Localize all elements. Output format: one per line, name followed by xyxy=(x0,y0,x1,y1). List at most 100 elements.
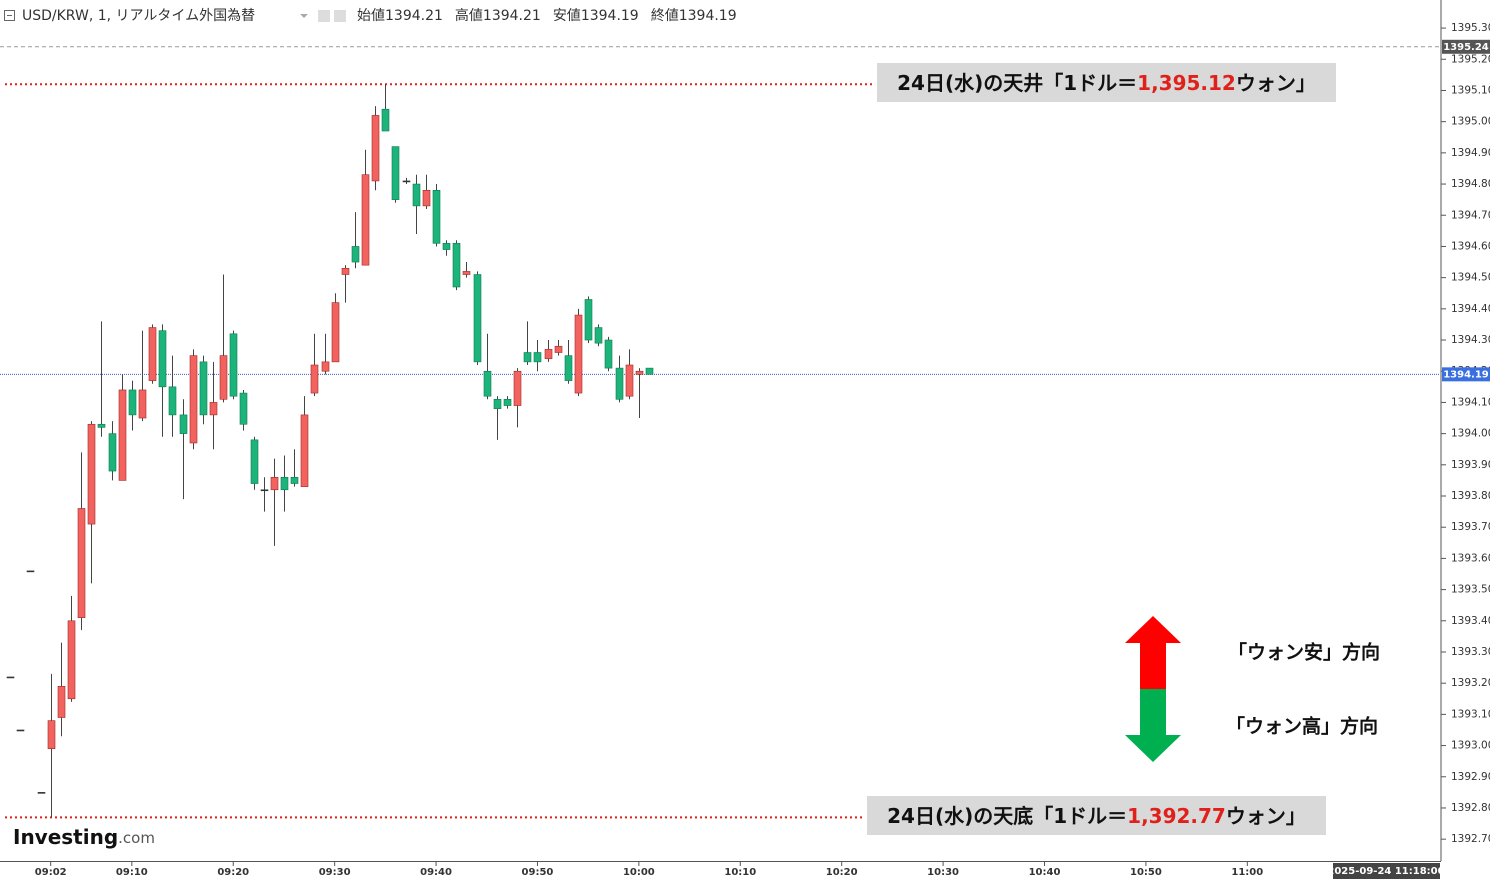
candle-body xyxy=(16,729,25,732)
eye-icon[interactable] xyxy=(318,10,330,22)
candle-body xyxy=(331,302,340,363)
candle-body xyxy=(645,367,654,375)
y-tick-label: 1393.20 xyxy=(1451,677,1490,689)
price-label-box xyxy=(1442,367,1490,382)
y-tick-label: 1393.30 xyxy=(1451,646,1490,658)
candle-body xyxy=(422,189,431,207)
price-label-box xyxy=(1442,39,1490,54)
logo-name: Investing xyxy=(13,825,118,849)
candle-body xyxy=(544,349,553,360)
annotation-box xyxy=(867,796,1326,835)
candle-body xyxy=(523,352,532,363)
candle-body xyxy=(381,108,390,132)
y-tick-label: 1392.70 xyxy=(1451,833,1490,845)
candle-body xyxy=(391,146,400,200)
x-tick-label: 09:50 xyxy=(522,867,554,878)
collapse-icon[interactable] xyxy=(4,10,15,21)
candle-body xyxy=(503,399,512,406)
annotation: 24日(水)の天井「1ドル＝1,395.12ウォン」 xyxy=(897,71,1316,95)
legend-label: 始値 xyxy=(357,8,385,24)
y-tick-label: 1392.80 xyxy=(1451,802,1490,814)
x-tick-label: 10:00 xyxy=(623,867,655,878)
candle-body xyxy=(402,180,411,183)
x-tick-label: 10:20 xyxy=(826,867,858,878)
y-tick-label: 1393.50 xyxy=(1451,584,1490,596)
ohlc-legend: 始値1394.21 高値1394.21 安値1394.19 終値1394.19 xyxy=(357,7,737,24)
dropdown-icon[interactable] xyxy=(300,14,308,18)
candle-body xyxy=(260,489,269,492)
up-arrow xyxy=(1125,616,1181,689)
candle-body xyxy=(432,189,441,244)
y-tick-label: 1394.30 xyxy=(1451,334,1490,346)
y-tick-label: 1395.20 xyxy=(1451,53,1490,65)
candle-body xyxy=(321,361,330,372)
candle-body xyxy=(239,392,248,425)
candle-body xyxy=(290,476,299,484)
candle-body xyxy=(483,370,492,397)
candle-body xyxy=(473,274,482,363)
candle-body xyxy=(351,246,360,263)
candle-body xyxy=(47,720,56,749)
candle-body xyxy=(168,386,177,416)
y-tick-label: 1392.90 xyxy=(1451,771,1490,783)
candle-body xyxy=(179,414,188,434)
candle-body xyxy=(6,676,15,679)
annotation-value: 1,392.77 xyxy=(1127,804,1226,828)
y-tick-label: 1394.80 xyxy=(1451,178,1490,190)
candle-body xyxy=(635,370,644,375)
candle-body xyxy=(108,433,117,472)
candle-body xyxy=(189,355,198,444)
y-tick-label: 1394.60 xyxy=(1451,240,1490,252)
candle-body xyxy=(37,792,46,794)
y-tick-label: 1394.40 xyxy=(1451,303,1490,315)
y-tick-label: 1393.80 xyxy=(1451,490,1490,502)
candle-body xyxy=(554,345,563,353)
candle-body xyxy=(452,243,461,288)
arrow-label: 「ウォン高」方向 xyxy=(1226,715,1378,738)
candle-body xyxy=(67,620,76,700)
x-tick-label: 09:20 xyxy=(217,867,249,878)
candle-body xyxy=(564,355,573,381)
x-tick-label: 10:10 xyxy=(724,867,756,878)
annotation-prefix: 24日(水)の天井「1ドル＝ xyxy=(897,71,1137,95)
price-label: 1394.19 xyxy=(1443,369,1489,380)
x-tick-label: 10:50 xyxy=(1130,867,1162,878)
y-tick-label: 1393.60 xyxy=(1451,552,1490,564)
x-tick-label: 11:00 xyxy=(1231,867,1263,878)
candle-body xyxy=(310,364,319,394)
x-tick-label: 10:40 xyxy=(1029,867,1061,878)
price-label: 1395.24 xyxy=(1443,42,1489,53)
y-tick-label: 1393.40 xyxy=(1451,615,1490,627)
arrow-label: 「ウォン安」方向 xyxy=(1228,641,1380,664)
y-tick-label: 1393.70 xyxy=(1451,521,1490,533)
candle-body xyxy=(229,333,238,397)
y-tick-label: 1395.30 xyxy=(1451,22,1490,34)
y-tick-label: 1394.90 xyxy=(1451,147,1490,159)
legend-label: 安値 xyxy=(553,8,581,24)
candle-body xyxy=(371,115,380,182)
candle-body xyxy=(219,355,228,400)
y-tick-label: 1394.10 xyxy=(1451,396,1490,408)
settings-icon[interactable] xyxy=(334,10,346,22)
candle-body xyxy=(77,508,86,618)
candle-body xyxy=(209,402,218,416)
candle-body xyxy=(442,243,451,250)
x-tick-label: 09:30 xyxy=(319,867,351,878)
candle-body xyxy=(513,370,522,406)
annotation-value: 1,395.12 xyxy=(1137,71,1236,95)
candle-body xyxy=(574,314,583,394)
y-tick-label: 1394.00 xyxy=(1451,428,1490,440)
annotation-suffix: ウォン」 xyxy=(1236,71,1316,95)
legend-value: 1394.21 xyxy=(483,8,541,24)
candle-body xyxy=(533,352,542,363)
x-tick-label: 09:10 xyxy=(116,867,148,878)
candle-body xyxy=(270,476,279,491)
candle-body xyxy=(594,327,603,344)
y-tick-label: 1393.10 xyxy=(1451,708,1490,720)
y-tick-label: 1394.70 xyxy=(1451,209,1490,221)
chart-title: USD/KRW, 1, リアルタイム外国為替 xyxy=(22,8,255,24)
annotation-prefix: 24日(水)の天底「1ドル＝ xyxy=(887,804,1127,828)
candle-body xyxy=(87,423,96,525)
cursor-time-box xyxy=(1333,863,1440,879)
